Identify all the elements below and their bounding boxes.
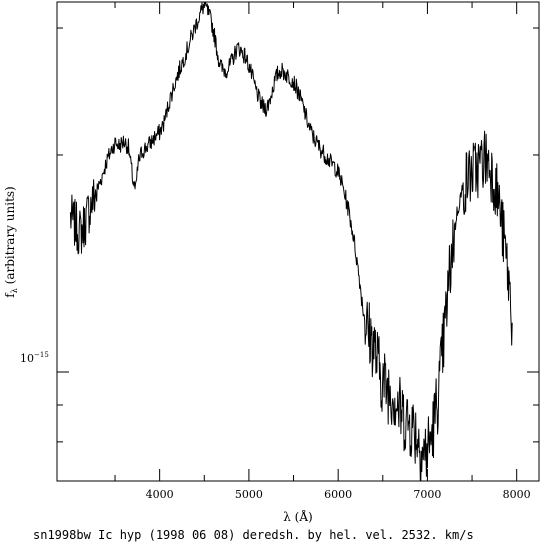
x-tick-label: 8000 [503, 488, 531, 501]
x-tick-label: 6000 [324, 488, 352, 501]
spectrum-line [69, 1, 513, 482]
plot-frame [56, 1, 540, 482]
y-tick-label-exponent: −15 [34, 351, 49, 359]
x-axis-label: λ (Å) [283, 509, 312, 524]
x-tick-label: 7000 [413, 488, 441, 501]
y-axis-label-units: (arbitrary units) [3, 186, 17, 284]
x-tick-label: 4000 [146, 488, 174, 501]
svg-text:fλ (arbitrary units): fλ (arbitrary units) [3, 186, 19, 297]
y-tick-label-1e-15: 10−15 [20, 351, 49, 365]
y-tick-label-base: 10 [20, 352, 34, 365]
y-axis-label-symbol: f [3, 292, 17, 298]
y-axis-ticks [57, 27, 539, 443]
chart-caption: sn1998bw Ic hyp (1998 06 08) deredsh. by… [33, 528, 474, 542]
x-tick-label: 5000 [235, 488, 263, 501]
y-axis-label: fλ (arbitrary units) [3, 186, 19, 297]
y-axis-label-subscript: λ [10, 288, 19, 293]
x-axis-ticks: 4000 5000 6000 7000 8000 [114, 2, 531, 501]
